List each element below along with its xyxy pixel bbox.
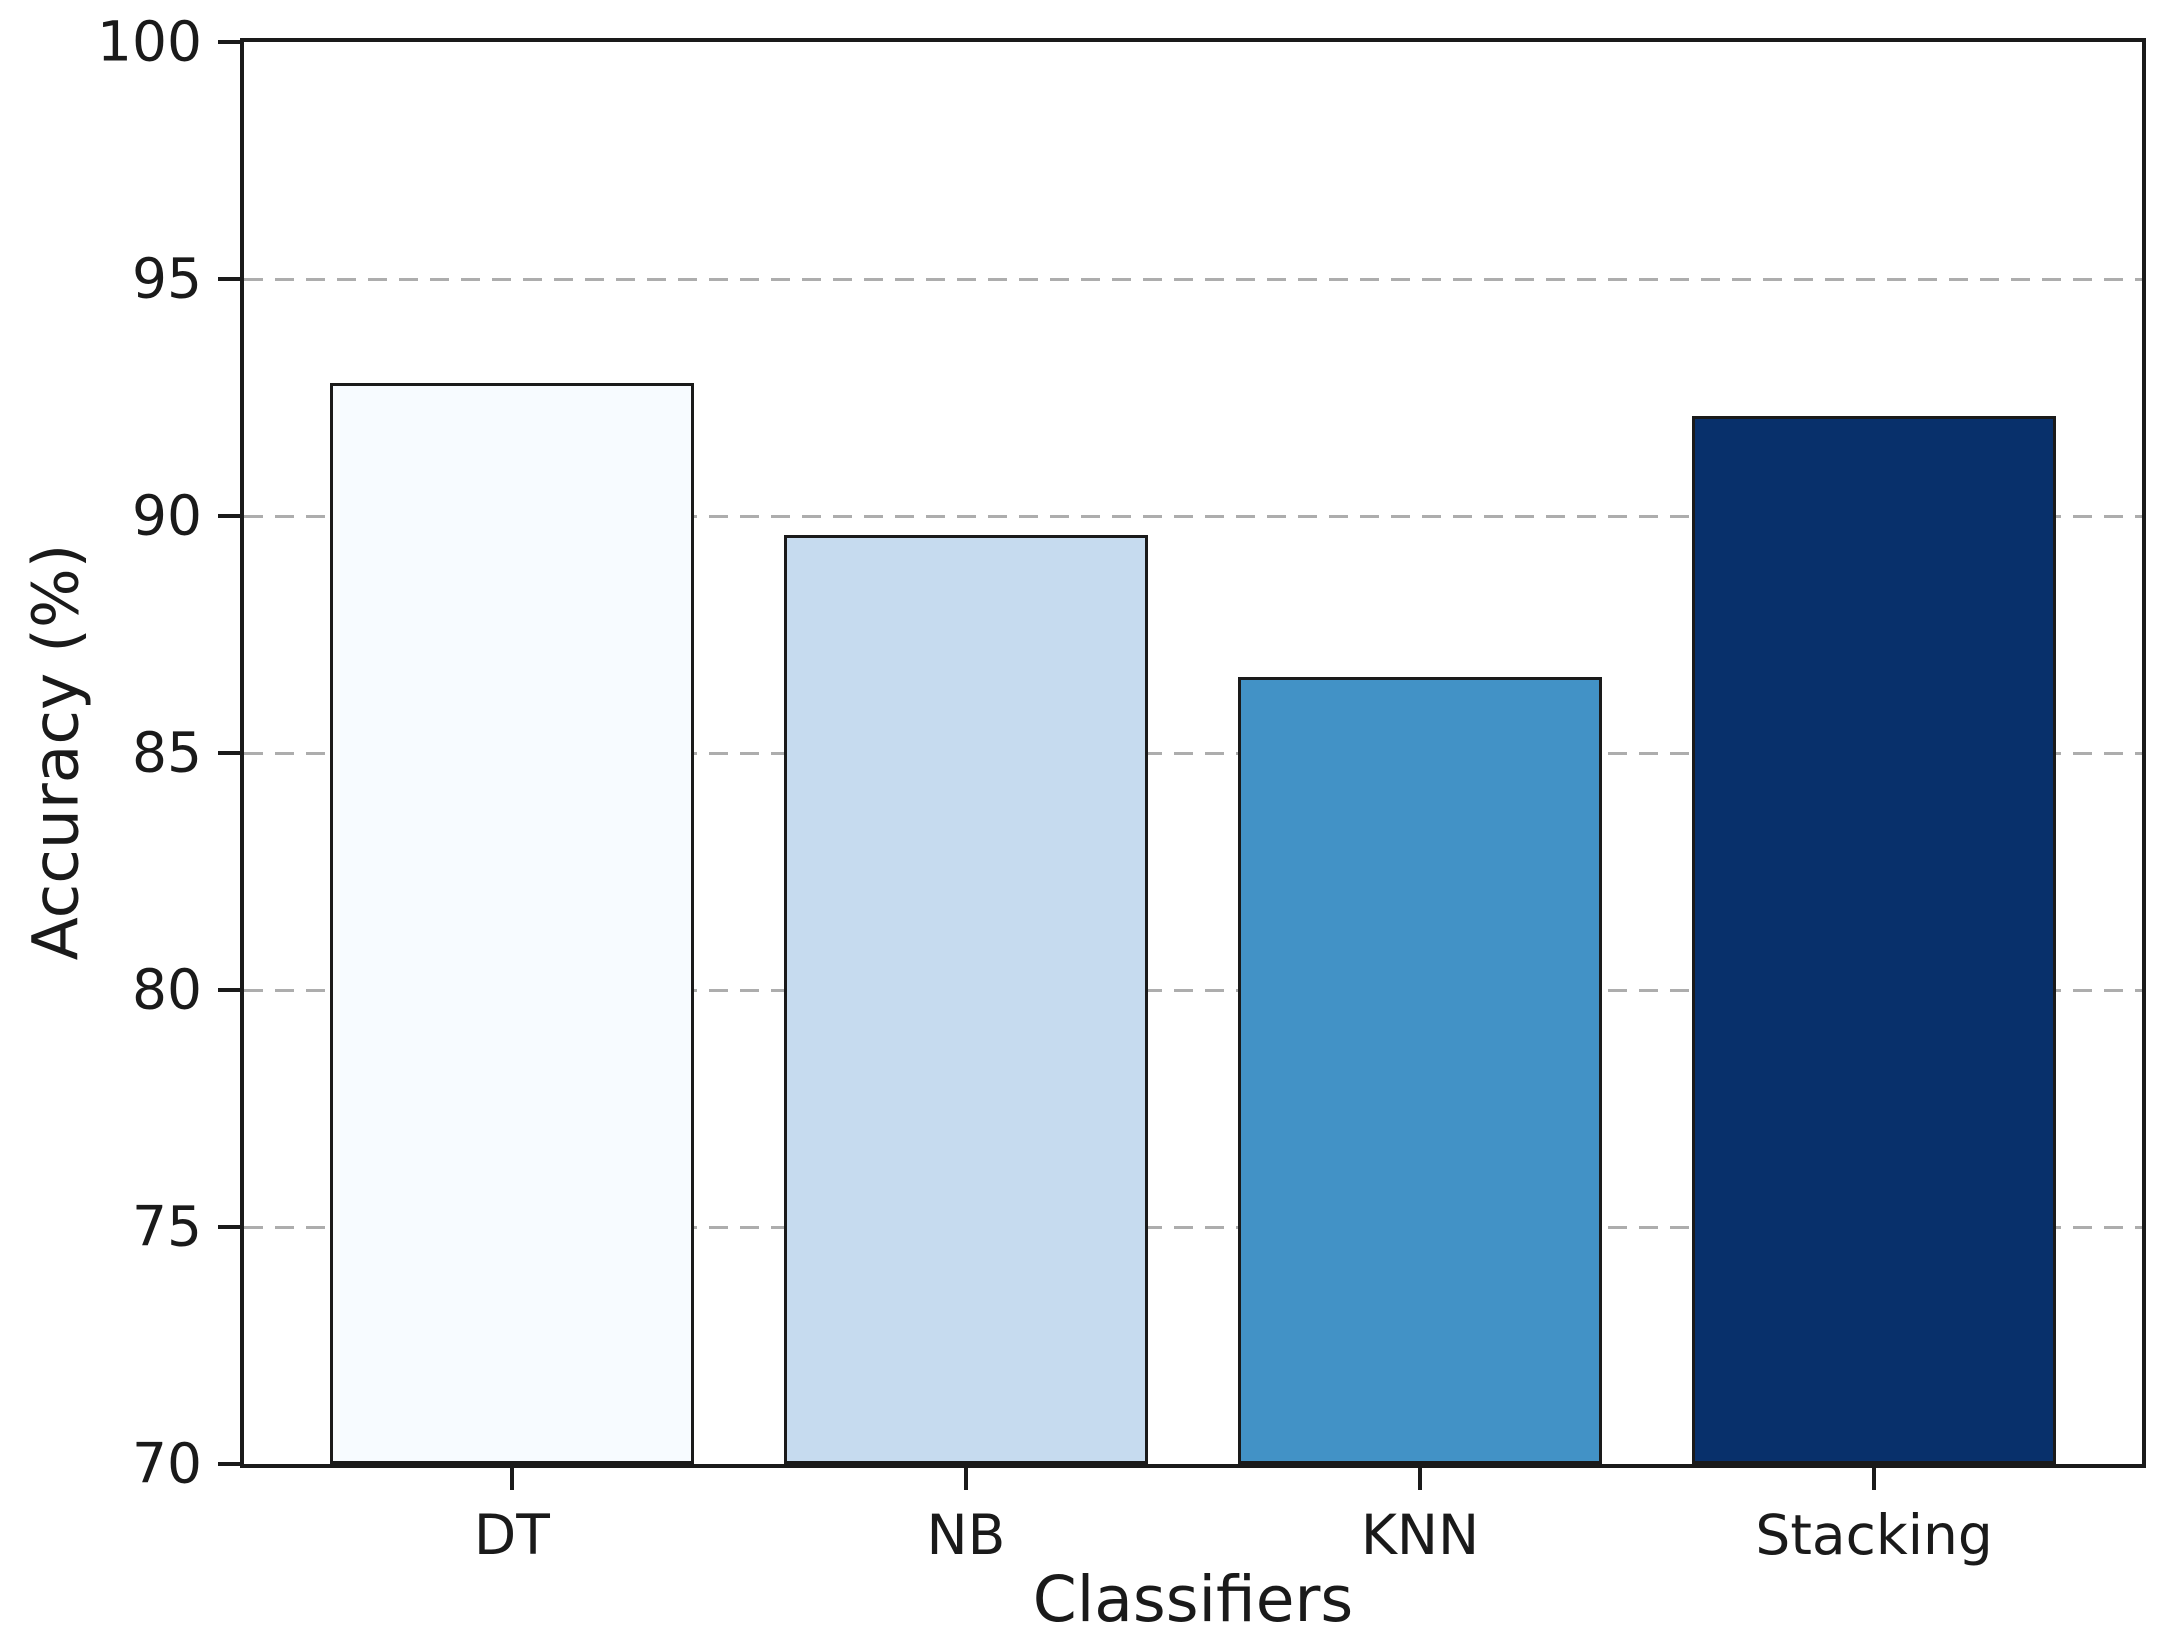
y-tick-label-85: 85 <box>132 720 202 785</box>
y-tick-75 <box>218 1225 240 1229</box>
y-tick-label-75: 75 <box>132 1194 202 1259</box>
y-tick-95 <box>218 277 240 281</box>
x-tick-label-dt: DT <box>473 1503 550 1567</box>
y-tick-90 <box>218 514 240 518</box>
gridline-75 <box>244 1225 2142 1229</box>
plot-area <box>240 38 2146 1468</box>
bar-knn <box>1238 677 1602 1464</box>
y-tick-80 <box>218 988 240 992</box>
x-tick-stacking <box>1872 1468 1877 1490</box>
y-tick-70 <box>218 1462 240 1466</box>
gridline-85 <box>244 751 2142 755</box>
y-tick-85 <box>218 751 240 755</box>
x-tick-knn <box>1418 1468 1423 1490</box>
x-tick-label-nb: NB <box>926 1503 1006 1567</box>
x-tick-label-stacking: Stacking <box>1755 1503 1993 1567</box>
x-tick-nb <box>963 1468 968 1490</box>
y-tick-label-95: 95 <box>132 246 202 311</box>
y-tick-label-80: 80 <box>132 957 202 1022</box>
gridline-80 <box>244 988 2142 992</box>
x-tick-dt <box>509 1468 514 1490</box>
x-axis-label: Classifiers <box>1032 1563 1354 1636</box>
bar-dt <box>330 383 694 1464</box>
bar-nb <box>784 534 1148 1464</box>
y-tick-100 <box>218 40 240 44</box>
y-tick-label-70: 70 <box>132 1431 202 1496</box>
bar-stacking <box>1692 416 2056 1464</box>
x-tick-label-knn: KNN <box>1360 1503 1480 1567</box>
y-tick-label-100: 100 <box>97 9 202 74</box>
gridline-90 <box>244 514 2142 518</box>
gridline-95 <box>244 277 2142 281</box>
y-tick-label-90: 90 <box>132 483 202 548</box>
